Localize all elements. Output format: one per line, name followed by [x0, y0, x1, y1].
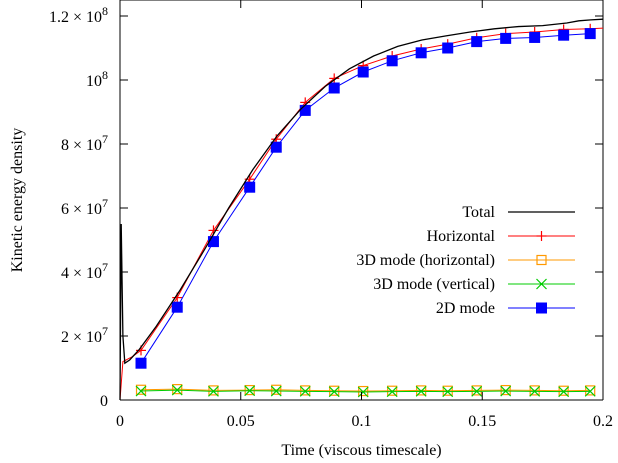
legend-entry: 2D mode	[436, 300, 575, 317]
y-tick-label: 2 × 107	[61, 324, 108, 346]
data-point	[415, 47, 427, 59]
data-point	[207, 236, 219, 248]
data-point	[208, 385, 219, 396]
series-layer	[119, 18, 604, 401]
data-point	[328, 82, 340, 94]
legend-entry: Horizontal	[427, 228, 575, 245]
legend-marker	[536, 302, 547, 314]
data-point	[171, 301, 183, 313]
x-tick-label: 0.05	[227, 413, 255, 430]
series-line	[141, 388, 591, 392]
data-point	[244, 181, 256, 193]
data-point	[135, 357, 147, 369]
data-point	[270, 385, 282, 397]
series-line	[140, 33, 591, 364]
legend-marker	[536, 278, 547, 290]
data-point	[500, 384, 511, 396]
y-tick-label: 4 × 107	[61, 260, 108, 282]
data-point	[357, 66, 369, 78]
data-point	[558, 29, 570, 41]
data-point	[442, 385, 453, 396]
legend-label: Horizontal	[427, 228, 496, 245]
data-point	[171, 384, 183, 396]
x-axis-label: Time (viscous timescale)	[281, 442, 441, 459]
legend: Total Horizontal 3D mode (horizontal) 3D mo…	[356, 204, 575, 317]
series-2d-mode	[135, 28, 596, 369]
data-point	[387, 385, 398, 396]
y-tick-label: 0	[100, 393, 108, 410]
data-point	[386, 386, 398, 398]
series-line	[140, 389, 591, 393]
series-3d-mode-vertical-	[135, 384, 596, 398]
series-3d-mode-horizontal-	[135, 384, 596, 397]
y-tick-label: 6 × 107	[61, 196, 108, 218]
data-point	[500, 32, 512, 44]
data-point	[386, 55, 398, 67]
legend-entry: 3D mode (horizontal)	[356, 252, 575, 269]
data-point	[172, 384, 183, 395]
data-point	[471, 385, 483, 397]
data-point	[500, 385, 512, 397]
data-point	[135, 384, 147, 395]
data-point	[271, 384, 282, 395]
data-point	[135, 385, 147, 397]
data-point	[208, 385, 219, 397]
x-tick-label: 0.1	[352, 413, 372, 430]
data-point	[558, 386, 570, 398]
x-tick-label: 0.15	[468, 413, 496, 430]
y-axis-label: Kinetic energy density	[9, 128, 26, 273]
data-point	[416, 385, 427, 396]
data-point	[442, 386, 454, 398]
x-tick-label: 0.2	[593, 413, 613, 430]
data-point	[299, 104, 311, 116]
legend-label: 3D mode (vertical)	[373, 276, 495, 293]
data-point	[244, 384, 255, 396]
data-point	[558, 385, 569, 396]
legend-label: 3D mode (horizontal)	[356, 252, 495, 269]
legend-marker	[536, 254, 547, 266]
data-point	[328, 386, 340, 398]
legend-entry: Total	[462, 204, 575, 221]
data-point	[585, 385, 596, 396]
data-point	[471, 36, 483, 48]
data-point	[529, 385, 541, 397]
data-point	[471, 385, 482, 396]
data-point	[357, 386, 369, 398]
legend-marker	[536, 231, 547, 241]
legend-label: Total	[462, 204, 495, 221]
data-point	[529, 31, 541, 43]
data-point	[300, 385, 311, 396]
data-point	[270, 141, 282, 153]
legend-label: 2D mode	[436, 300, 495, 317]
legend-entry: 3D mode (vertical)	[373, 276, 575, 293]
data-point	[584, 28, 596, 40]
data-point	[329, 73, 340, 84]
data-point	[584, 385, 596, 397]
data-point	[329, 385, 340, 396]
data-point	[358, 385, 369, 397]
data-point	[529, 385, 540, 396]
data-point	[415, 385, 427, 397]
y-tick-label: 108	[86, 68, 108, 90]
data-point	[244, 385, 256, 397]
data-point	[442, 42, 454, 54]
y-tick-label: 1.2 × 108	[49, 4, 108, 26]
ticks-layer: 0 0.05 0.1 0.15 0.2 0 2 × 107 4 × 107 6 × 107 8 ×…	[49, 0, 613, 430]
series-line	[119, 18, 604, 401]
data-point	[299, 385, 311, 397]
y-tick-label: 8 × 107	[61, 132, 108, 154]
x-tick-label: 0	[116, 413, 124, 430]
series-total	[119, 18, 604, 401]
